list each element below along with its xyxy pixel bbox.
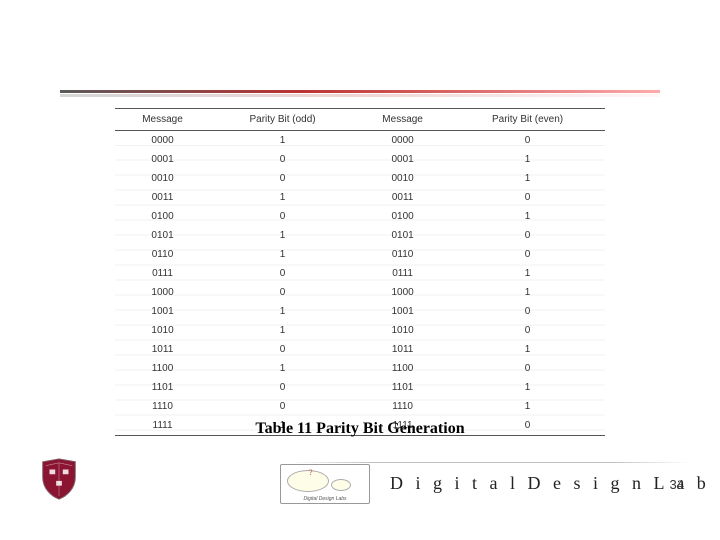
header-rule-shadow bbox=[60, 94, 660, 97]
table-row: 0000100000 bbox=[115, 131, 605, 151]
table-cell: 0110 bbox=[115, 245, 210, 264]
col-header: Message bbox=[355, 109, 450, 131]
table-row: 1010110100 bbox=[115, 321, 605, 340]
table-header-row: Message Parity Bit (odd) Message Parity … bbox=[115, 109, 605, 131]
table-cell: 0 bbox=[210, 169, 355, 188]
page-number: 34 bbox=[670, 477, 684, 492]
table-cell: 1010 bbox=[355, 321, 450, 340]
table-cell: 1 bbox=[210, 188, 355, 207]
table-cell: 0 bbox=[450, 131, 605, 151]
table-cell: 0 bbox=[210, 378, 355, 397]
table-caption: Table 11 Parity Bit Generation bbox=[0, 420, 720, 438]
table-row: 1011010111 bbox=[115, 340, 605, 359]
table-cell: 0011 bbox=[115, 188, 210, 207]
table-cell: 1001 bbox=[115, 302, 210, 321]
table-cell: 1 bbox=[450, 264, 605, 283]
table-cell: 1 bbox=[450, 150, 605, 169]
table-cell: 0000 bbox=[115, 131, 210, 151]
table-row: 1000010001 bbox=[115, 283, 605, 302]
table-cell: 0101 bbox=[355, 226, 450, 245]
table-cell: 0 bbox=[210, 264, 355, 283]
table-row: 1001110010 bbox=[115, 302, 605, 321]
table-cell: 0 bbox=[450, 359, 605, 378]
table-cell: 0 bbox=[210, 150, 355, 169]
table-cell: 0100 bbox=[115, 207, 210, 226]
table-cell: 0011 bbox=[355, 188, 450, 207]
shield-icon bbox=[40, 458, 78, 500]
header-rule bbox=[60, 90, 660, 98]
table-cell: 0 bbox=[450, 302, 605, 321]
footer-title: D i g i t a l D e s i g n L a b bbox=[390, 473, 710, 494]
table-body: 0000100000000100001100100001010011100110… bbox=[115, 131, 605, 436]
table-cell: 1000 bbox=[115, 283, 210, 302]
table-cell: 1110 bbox=[355, 397, 450, 416]
table-cell: 0110 bbox=[355, 245, 450, 264]
table-cell: 0001 bbox=[355, 150, 450, 169]
logo-mark: ? bbox=[309, 468, 313, 477]
table-row: 1101011011 bbox=[115, 378, 605, 397]
table-cell: 1100 bbox=[355, 359, 450, 378]
table-row: 0110101100 bbox=[115, 245, 605, 264]
table-cell: 1 bbox=[450, 340, 605, 359]
table-cell: 1 bbox=[210, 321, 355, 340]
table-cell: 0101 bbox=[115, 226, 210, 245]
logo-subtext: Digital Design Labs bbox=[281, 496, 369, 502]
table-cell: 1 bbox=[210, 245, 355, 264]
table-row: 0010000101 bbox=[115, 169, 605, 188]
table-cell: 0 bbox=[450, 245, 605, 264]
col-header: Parity Bit (even) bbox=[450, 109, 605, 131]
table-row: 0001000011 bbox=[115, 150, 605, 169]
logo-oval bbox=[287, 470, 329, 492]
table-cell: 0010 bbox=[115, 169, 210, 188]
col-header: Parity Bit (odd) bbox=[210, 109, 355, 131]
table-cell: 1 bbox=[210, 359, 355, 378]
col-header: Message bbox=[115, 109, 210, 131]
table-cell: 0 bbox=[210, 207, 355, 226]
table-cell: 1011 bbox=[115, 340, 210, 359]
table-row: 0100001001 bbox=[115, 207, 605, 226]
footer-rule bbox=[290, 462, 690, 463]
table-cell: 1 bbox=[450, 378, 605, 397]
table-row: 0111001111 bbox=[115, 264, 605, 283]
table-cell: 1000 bbox=[355, 283, 450, 302]
table-cell: 0100 bbox=[355, 207, 450, 226]
table-cell: 0111 bbox=[355, 264, 450, 283]
parity-table: Message Parity Bit (odd) Message Parity … bbox=[115, 108, 605, 436]
table-cell: 1001 bbox=[355, 302, 450, 321]
table-cell: 1 bbox=[210, 131, 355, 151]
table-cell: 0 bbox=[450, 188, 605, 207]
table-cell: 0 bbox=[210, 340, 355, 359]
table-row: 0011100110 bbox=[115, 188, 605, 207]
table-cell: 0001 bbox=[115, 150, 210, 169]
footer: ? Digital Design Labs D i g i t a l D e … bbox=[0, 462, 720, 522]
table-cell: 1010 bbox=[115, 321, 210, 340]
table-cell: 1 bbox=[450, 207, 605, 226]
table-cell: 0 bbox=[210, 397, 355, 416]
parity-table-container: Message Parity Bit (odd) Message Parity … bbox=[115, 108, 605, 436]
table-cell: 1 bbox=[450, 397, 605, 416]
header-rule-line bbox=[60, 90, 660, 93]
table-cell: 1011 bbox=[355, 340, 450, 359]
table-cell: 0000 bbox=[355, 131, 450, 151]
table-cell: 1101 bbox=[355, 378, 450, 397]
table-cell: 1101 bbox=[115, 378, 210, 397]
table-cell: 0 bbox=[210, 283, 355, 302]
logo-oval-small bbox=[331, 479, 351, 491]
table-cell: 1 bbox=[450, 169, 605, 188]
table-row: 1110011101 bbox=[115, 397, 605, 416]
table-row: 0101101010 bbox=[115, 226, 605, 245]
table-row: 1100111000 bbox=[115, 359, 605, 378]
table-cell: 1 bbox=[210, 226, 355, 245]
table-cell: 1 bbox=[450, 283, 605, 302]
table-cell: 1100 bbox=[115, 359, 210, 378]
table-cell: 0111 bbox=[115, 264, 210, 283]
table-cell: 0 bbox=[450, 321, 605, 340]
table-cell: 1110 bbox=[115, 397, 210, 416]
table-cell: 1 bbox=[210, 302, 355, 321]
table-cell: 0010 bbox=[355, 169, 450, 188]
lab-logo: ? Digital Design Labs bbox=[280, 464, 370, 504]
slide: Message Parity Bit (odd) Message Parity … bbox=[0, 0, 720, 540]
table-cell: 0 bbox=[450, 226, 605, 245]
